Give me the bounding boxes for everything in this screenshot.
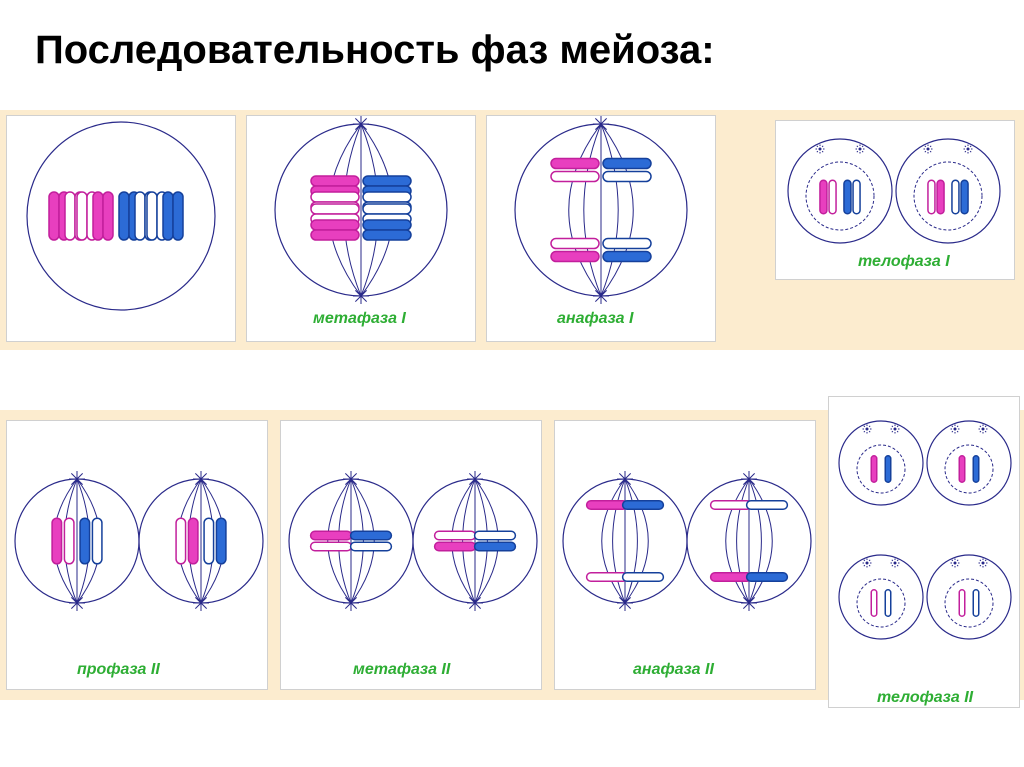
label-prophase2: профаза II <box>77 661 160 679</box>
diagram-anaphase1 <box>487 116 715 341</box>
label-metaphase2: метафаза II <box>353 661 450 679</box>
cell-metaphase1-0 <box>275 116 447 304</box>
label-anaphase1: анафаза I <box>557 310 633 328</box>
diagram-metaphase1 <box>247 116 475 341</box>
cell-telophase2-0 <box>839 421 923 505</box>
cell-prophase1-0 <box>27 122 215 310</box>
cell-telophase1-0 <box>788 139 892 243</box>
diagram-metaphase2 <box>281 421 541 689</box>
cell-metaphase2-1 <box>413 471 537 611</box>
cell-telophase1-1 <box>896 139 1000 243</box>
panel-anaphase2: анафаза II <box>554 420 816 690</box>
panel-anaphase1: анафаза I <box>486 115 716 342</box>
panel-prophase1: профаза I <box>6 115 236 342</box>
cell-anaphase2-1 <box>687 471 811 611</box>
diagram-prophase2 <box>7 421 267 689</box>
diagram-anaphase2 <box>555 421 815 689</box>
cell-metaphase2-0 <box>289 471 413 611</box>
label-telophase1: телофаза I <box>858 253 950 271</box>
label-metaphase1: метафаза I <box>313 310 406 328</box>
label-telophase2: телофаза II <box>877 689 973 707</box>
panel-telophase2: телофаза II <box>828 396 1020 708</box>
diagram-prophase1 <box>7 116 235 341</box>
cell-telophase2-3 <box>927 555 1011 639</box>
cell-prophase2-0 <box>15 471 139 611</box>
page-title: Последовательность фаз мейоза: <box>35 28 715 73</box>
diagram-telophase2 <box>829 397 1019 707</box>
label-anaphase2: анафаза II <box>633 661 714 679</box>
panel-metaphase1: метафаза I <box>246 115 476 342</box>
cell-telophase2-1 <box>927 421 1011 505</box>
panel-metaphase2: метафаза II <box>280 420 542 690</box>
panel-telophase1: телофаза I <box>775 120 1015 280</box>
cell-prophase2-1 <box>139 471 263 611</box>
panel-prophase2: профаза II <box>6 420 268 690</box>
cell-anaphase1-0 <box>515 116 687 304</box>
cell-telophase2-2 <box>839 555 923 639</box>
cell-anaphase2-0 <box>563 471 687 611</box>
